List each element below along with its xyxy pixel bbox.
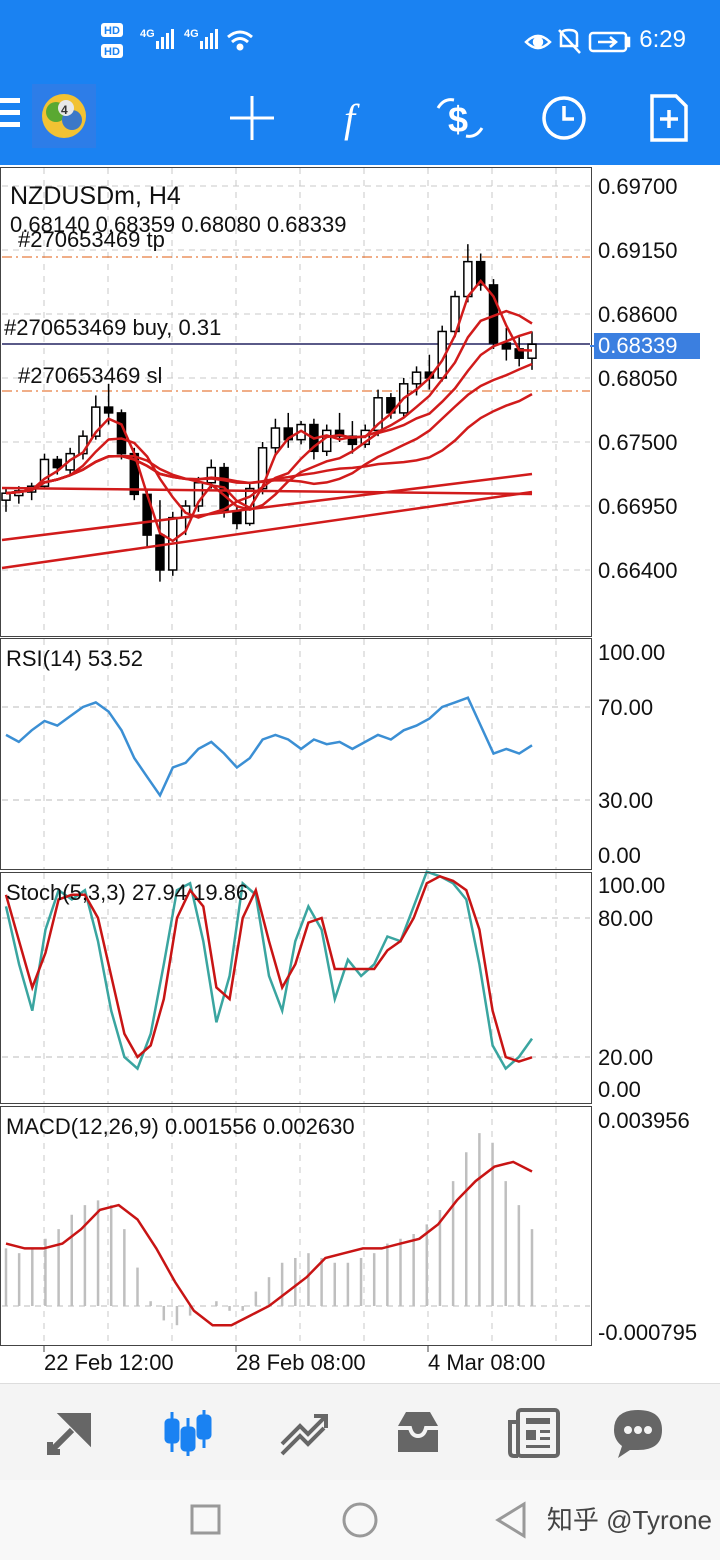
nav-news[interactable] <box>504 1402 564 1462</box>
rsi-level: 0.00 <box>598 843 641 868</box>
stochastic-level: 100.00 <box>598 873 666 898</box>
metatrader-logo-icon: 4 <box>42 94 86 138</box>
news-icon <box>508 1408 560 1458</box>
stop-loss-label: #270653469 sl <box>18 363 163 388</box>
macd-panel[interactable] <box>0 1106 592 1346</box>
price-level: 0.66950 <box>598 494 678 519</box>
status-time: 6:29 <box>639 26 686 53</box>
add-document-icon <box>650 94 688 142</box>
rsi-level: 70.00 <box>598 695 654 720</box>
chart-icon <box>164 1410 212 1456</box>
metatrader-logo[interactable]: 4 <box>32 84 96 148</box>
function-icon: f <box>344 96 360 141</box>
quotes-icon <box>47 1413 91 1455</box>
svg-text:4G: 4G <box>140 28 155 40</box>
price-level: 0.68050 <box>598 366 678 391</box>
x-axis-label: 28 Feb 08:00 <box>236 1350 366 1375</box>
watermark: 知乎 @Tyrone <box>546 1505 712 1535</box>
crosshair-button[interactable] <box>222 88 282 148</box>
symbols-button[interactable]: $ <box>430 88 490 148</box>
nav-history[interactable] <box>388 1402 448 1462</box>
svg-text:4: 4 <box>61 103 68 117</box>
clock-icon <box>542 96 586 140</box>
stochastic-panel[interactable] <box>0 872 592 1104</box>
crosshair-icon <box>230 96 274 140</box>
status-icons: HD HD 4G 4G <box>101 23 631 58</box>
history-icon <box>398 1412 438 1452</box>
price-level: 0.69150 <box>598 238 678 263</box>
status-bar: HD HD 4G 4G 6:29 <box>0 0 720 80</box>
price-level: 0.67500 <box>598 430 678 455</box>
buy-order-label: #270653469 buy, 0.31 <box>4 315 222 340</box>
svg-text:4G: 4G <box>184 28 199 40</box>
recent-apps-button[interactable] <box>190 1504 221 1535</box>
macd-level: -0.000795 <box>598 1320 698 1345</box>
nav-chat[interactable] <box>608 1402 668 1462</box>
take-profit-label: #270653469 tp <box>18 231 165 251</box>
svg-text:HD: HD <box>104 25 120 37</box>
x-axis-label: 22 Feb 12:00 <box>44 1350 174 1375</box>
price-level: 0.69700 <box>598 174 678 199</box>
top-bar: HD HD 4G 4G 6:29 <box>0 0 720 165</box>
macd-label: MACD(12,26,9) 0.001556 0.002630 <box>6 1114 355 1139</box>
current-price-tag: 0.68339 <box>594 333 700 359</box>
macd-level: 0.003956 <box>598 1108 690 1133</box>
stochastic-label: Stoch(5,3,3) 27.94 19.86 <box>6 880 249 905</box>
x-axis-label: 4 Mar 08:00 <box>428 1350 546 1375</box>
price-level: 0.66400 <box>598 558 678 583</box>
rsi-label: RSI(14) 53.52 <box>6 646 143 671</box>
indicators-button[interactable]: f <box>326 88 386 148</box>
nav-trade[interactable] <box>274 1402 334 1462</box>
stochastic-level: 20.00 <box>598 1045 654 1070</box>
trade-icon <box>280 1414 328 1456</box>
price-level: 0.68600 <box>598 302 678 327</box>
svg-text:HD: HD <box>104 46 120 58</box>
stochastic-level: 0.00 <box>598 1077 641 1102</box>
price-chart-panel[interactable] <box>0 167 592 637</box>
svg-text:$: $ <box>448 99 468 140</box>
menu-button[interactable] <box>0 98 24 136</box>
stochastic-level: 80.00 <box>598 906 654 931</box>
system-nav-icons <box>190 1501 526 1539</box>
symbol-timeframe: NZDUSDm, H4 <box>10 182 181 210</box>
currency-icon: $ <box>436 98 484 140</box>
timeframe-button[interactable] <box>534 88 594 148</box>
rsi-level: 100.00 <box>598 640 666 665</box>
home-button[interactable] <box>342 1502 378 1538</box>
ohlc-values: 0.68140 0.68359 0.68080 0.68339 <box>10 212 347 237</box>
back-button[interactable] <box>495 1501 526 1539</box>
bottom-navigation <box>0 1383 720 1481</box>
nav-quotes[interactable] <box>42 1402 102 1462</box>
chat-icon <box>614 1410 662 1458</box>
system-navigation-bar <box>0 1480 720 1560</box>
rsi-panel[interactable] <box>0 638 592 870</box>
svg-text:f: f <box>344 96 360 141</box>
rsi-level: 30.00 <box>598 788 654 813</box>
new-order-button[interactable] <box>638 88 698 148</box>
nav-chart[interactable] <box>158 1402 218 1462</box>
